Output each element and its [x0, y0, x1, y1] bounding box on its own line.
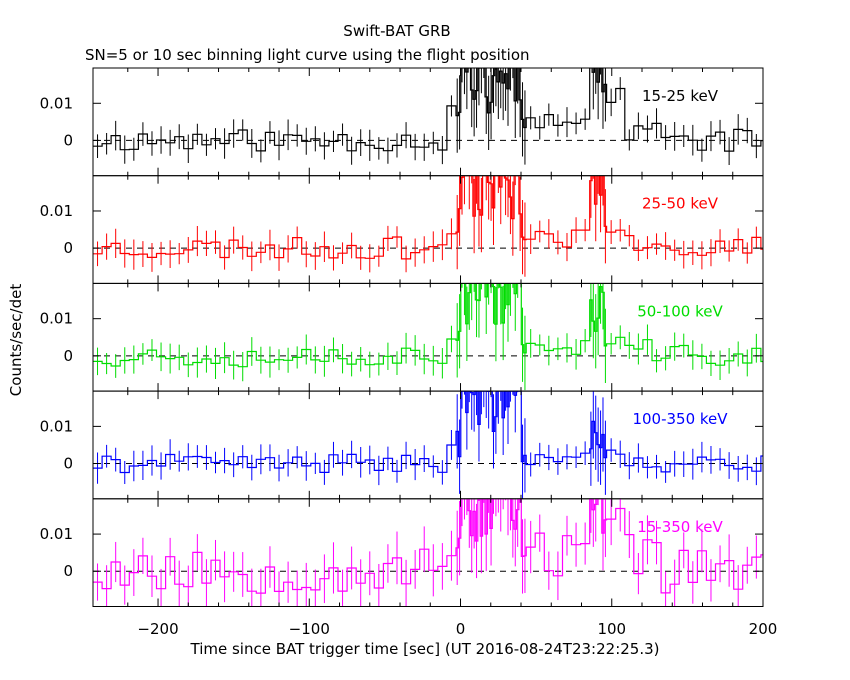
light-curve-steps	[93, 68, 763, 152]
panel-5: 0 0.01 15-350 keV	[40, 498, 764, 607]
y-tick-label: 0	[63, 455, 73, 473]
light-curve-steps	[93, 175, 763, 260]
band-label: 15-25 keV	[642, 87, 719, 105]
y-tick-label: 0	[63, 347, 73, 365]
y-tick-label: 0.01	[40, 94, 73, 112]
y-tick-label: 0	[63, 239, 73, 257]
x-tick-label: 100	[597, 620, 626, 638]
panel-4: 0 0.01 100-350 keV	[40, 390, 764, 500]
series-4	[93, 391, 763, 499]
y-tick-label: 0.01	[40, 417, 73, 435]
series-2	[93, 175, 763, 277]
panel-frame	[92, 175, 764, 284]
panel-1: 0 0.01 15-25 keV	[40, 67, 764, 177]
x-tick-label: 0	[456, 620, 466, 638]
panel-frame	[92, 67, 764, 177]
series-3	[93, 283, 763, 391]
chart-title: Swift-BAT GRB	[343, 22, 450, 40]
y-tick-label: 0.01	[40, 202, 73, 220]
y-axis-label: Counts/sec/det	[7, 284, 25, 397]
light-curve-steps	[93, 498, 763, 594]
panel-3: 0 0.01 50-100 keV	[40, 282, 764, 392]
x-tick-labels: −200 −100 0 100 200	[137, 620, 777, 638]
panel-frame	[92, 282, 764, 392]
y-tick-label: 0.01	[40, 310, 73, 328]
light-curve-steps	[93, 283, 763, 368]
panel-frame	[92, 498, 764, 607]
panel-2: 0 0.01 25-50 keV	[40, 175, 764, 284]
y-tick-label: 0	[63, 562, 73, 580]
x-tick-label: −200	[137, 620, 178, 638]
band-label: 50-100 keV	[637, 302, 723, 320]
series-1	[93, 68, 763, 165]
y-tick-label: 0.01	[40, 525, 73, 543]
band-label: 100-350 keV	[632, 410, 728, 428]
series-5	[93, 498, 763, 607]
light-curve-steps	[93, 391, 763, 474]
band-label: 15-350 keV	[637, 518, 723, 536]
x-tick-label: 200	[749, 620, 778, 638]
x-tick-label: −100	[289, 620, 330, 638]
panel-frame	[92, 390, 764, 500]
x-axis-label: Time since BAT trigger time [sec] (UT 20…	[190, 640, 660, 658]
chart-subtitle: SN=5 or 10 sec binning light curve using…	[85, 46, 530, 64]
y-tick-label: 0	[63, 131, 73, 149]
band-label: 25-50 keV	[642, 195, 719, 213]
panels: 0 0.01 15-25 keV 0 0.01 25-50 keV 0 0.01 50-100 …	[40, 67, 764, 607]
